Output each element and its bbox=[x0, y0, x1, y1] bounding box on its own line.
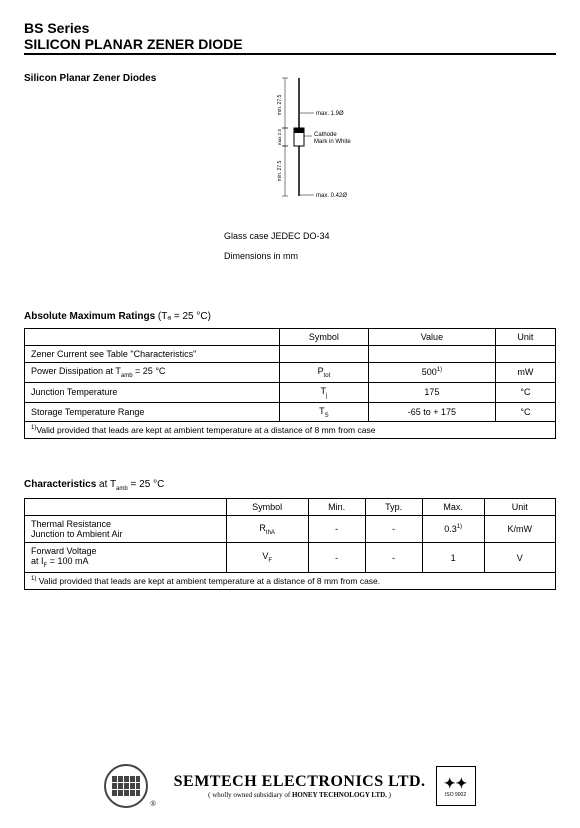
unit-cell: °C bbox=[495, 402, 555, 422]
table-row: Junction Temperature Tj 175 °C bbox=[25, 382, 556, 402]
table-row: Forward Voltageat IF = 100 mA VF - - 1 V bbox=[25, 543, 556, 573]
table-header-row: Symbol Value Unit bbox=[25, 329, 556, 346]
page-title: SILICON PLANAR ZENER DIODE bbox=[24, 36, 556, 55]
unit-cell: mW bbox=[495, 363, 555, 383]
svg-text:max 2.5: max 2.5 bbox=[277, 129, 282, 146]
table-note: 1) Valid provided that leads are kept at… bbox=[25, 573, 556, 590]
col-value: Value bbox=[368, 329, 495, 346]
param-cell: Forward Voltageat IF = 100 mA bbox=[25, 543, 227, 573]
max-cell: 1 bbox=[422, 543, 484, 573]
col-unit: Unit bbox=[495, 329, 555, 346]
subsidiary-text: ( wholly owned subsidiary of HONEY TECHN… bbox=[174, 791, 426, 799]
iso-badge-icon: ✦✦ ISO 9002 bbox=[436, 766, 476, 806]
dimensions-note: Dimensions in mm bbox=[224, 251, 556, 261]
symbol-cell: RthA bbox=[226, 516, 308, 543]
table-note-row: 1)Valid provided that leads are kept at … bbox=[25, 422, 556, 439]
col-symbol: Symbol bbox=[226, 499, 308, 516]
max-cell: 0.31) bbox=[422, 516, 484, 543]
char-cond-tail: = 25 °C bbox=[128, 479, 165, 490]
col-unit: Unit bbox=[484, 499, 555, 516]
typ-cell: - bbox=[365, 543, 422, 573]
table-note: 1)Valid provided that leads are kept at … bbox=[25, 422, 556, 439]
table-row: Power Dissipation at Tamb = 25 °C Ptot 5… bbox=[25, 363, 556, 383]
param-cell: Power Dissipation at Tamb = 25 °C bbox=[25, 363, 280, 383]
svg-text:min. 27.5: min. 27.5 bbox=[277, 161, 283, 182]
char-cond: at T bbox=[96, 479, 116, 490]
value-cell: 5001) bbox=[368, 363, 495, 383]
svg-text:max. 0.42Ø: max. 0.42Ø bbox=[316, 193, 347, 199]
package-diagram: min. 27.5 max 2.5 min. 27.5 max. 1.9Ø Ca… bbox=[224, 73, 374, 223]
ratings-heading: Absolute Maximum Ratings (Tₐ = 25 °C) bbox=[24, 311, 556, 322]
unit-cell bbox=[495, 346, 555, 363]
value-cell: -65 to + 175 bbox=[368, 402, 495, 422]
min-cell: - bbox=[308, 543, 365, 573]
series-label: BS Series bbox=[24, 20, 556, 36]
symbol-cell: VF bbox=[226, 543, 308, 573]
svg-text:Mark in White: Mark in White bbox=[314, 139, 351, 145]
col-symbol: Symbol bbox=[279, 329, 368, 346]
table-row: Thermal ResistanceJunction to Ambient Ai… bbox=[25, 516, 556, 543]
top-section: Silicon Planar Zener Diodes min. 27.5 ma… bbox=[24, 73, 556, 271]
unit-cell: K/mW bbox=[484, 516, 555, 543]
footer: ® SEMTECH ELECTRONICS LTD. ( wholly owne… bbox=[0, 764, 580, 808]
ratings-heading-text: Absolute Maximum Ratings bbox=[24, 311, 155, 322]
svg-text:Cathode: Cathode bbox=[314, 132, 337, 138]
col-max: Max. bbox=[422, 499, 484, 516]
ratings-table: Symbol Value Unit Zener Current see Tabl… bbox=[24, 328, 556, 439]
table-row: Zener Current see Table "Characteristics… bbox=[25, 346, 556, 363]
col-min: Min. bbox=[308, 499, 365, 516]
symbol-cell: TS bbox=[279, 402, 368, 422]
char-table: Symbol Min. Typ. Max. Unit Thermal Resis… bbox=[24, 498, 556, 590]
value-cell bbox=[368, 346, 495, 363]
param-cell: Zener Current see Table "Characteristics… bbox=[25, 346, 280, 363]
value-cell: 175 bbox=[368, 382, 495, 402]
symbol-cell: Ptot bbox=[279, 363, 368, 383]
table-header-row: Symbol Min. Typ. Max. Unit bbox=[25, 499, 556, 516]
char-heading-text: Characteristics bbox=[24, 479, 96, 490]
company-logo-icon bbox=[104, 764, 148, 808]
company-name: SEMTECH ELECTRONICS LTD. bbox=[174, 773, 426, 791]
diagram-caption: Glass case JEDEC DO-34 bbox=[224, 231, 556, 241]
param-cell: Junction Temperature bbox=[25, 382, 280, 402]
product-subtitle: Silicon Planar Zener Diodes bbox=[24, 73, 224, 84]
param-cell: Storage Temperature Range bbox=[25, 402, 280, 422]
char-heading: Characteristics at Tamb = 25 °C bbox=[24, 479, 556, 492]
symbol-cell: Tj bbox=[279, 382, 368, 402]
col-typ: Typ. bbox=[365, 499, 422, 516]
ratings-condition: (Tₐ = 25 °C) bbox=[158, 311, 211, 322]
table-note-row: 1) Valid provided that leads are kept at… bbox=[25, 573, 556, 590]
symbol-cell bbox=[279, 346, 368, 363]
table-row: Storage Temperature Range TS -65 to + 17… bbox=[25, 402, 556, 422]
min-cell: - bbox=[308, 516, 365, 543]
char-cond-sub: amb bbox=[116, 486, 128, 492]
svg-text:max. 1.9Ø: max. 1.9Ø bbox=[316, 111, 344, 117]
unit-cell: V bbox=[484, 543, 555, 573]
svg-text:min. 27.5: min. 27.5 bbox=[277, 95, 283, 116]
registered-mark: ® bbox=[150, 801, 155, 808]
typ-cell: - bbox=[365, 516, 422, 543]
param-cell: Thermal ResistanceJunction to Ambient Ai… bbox=[25, 516, 227, 543]
unit-cell: °C bbox=[495, 382, 555, 402]
